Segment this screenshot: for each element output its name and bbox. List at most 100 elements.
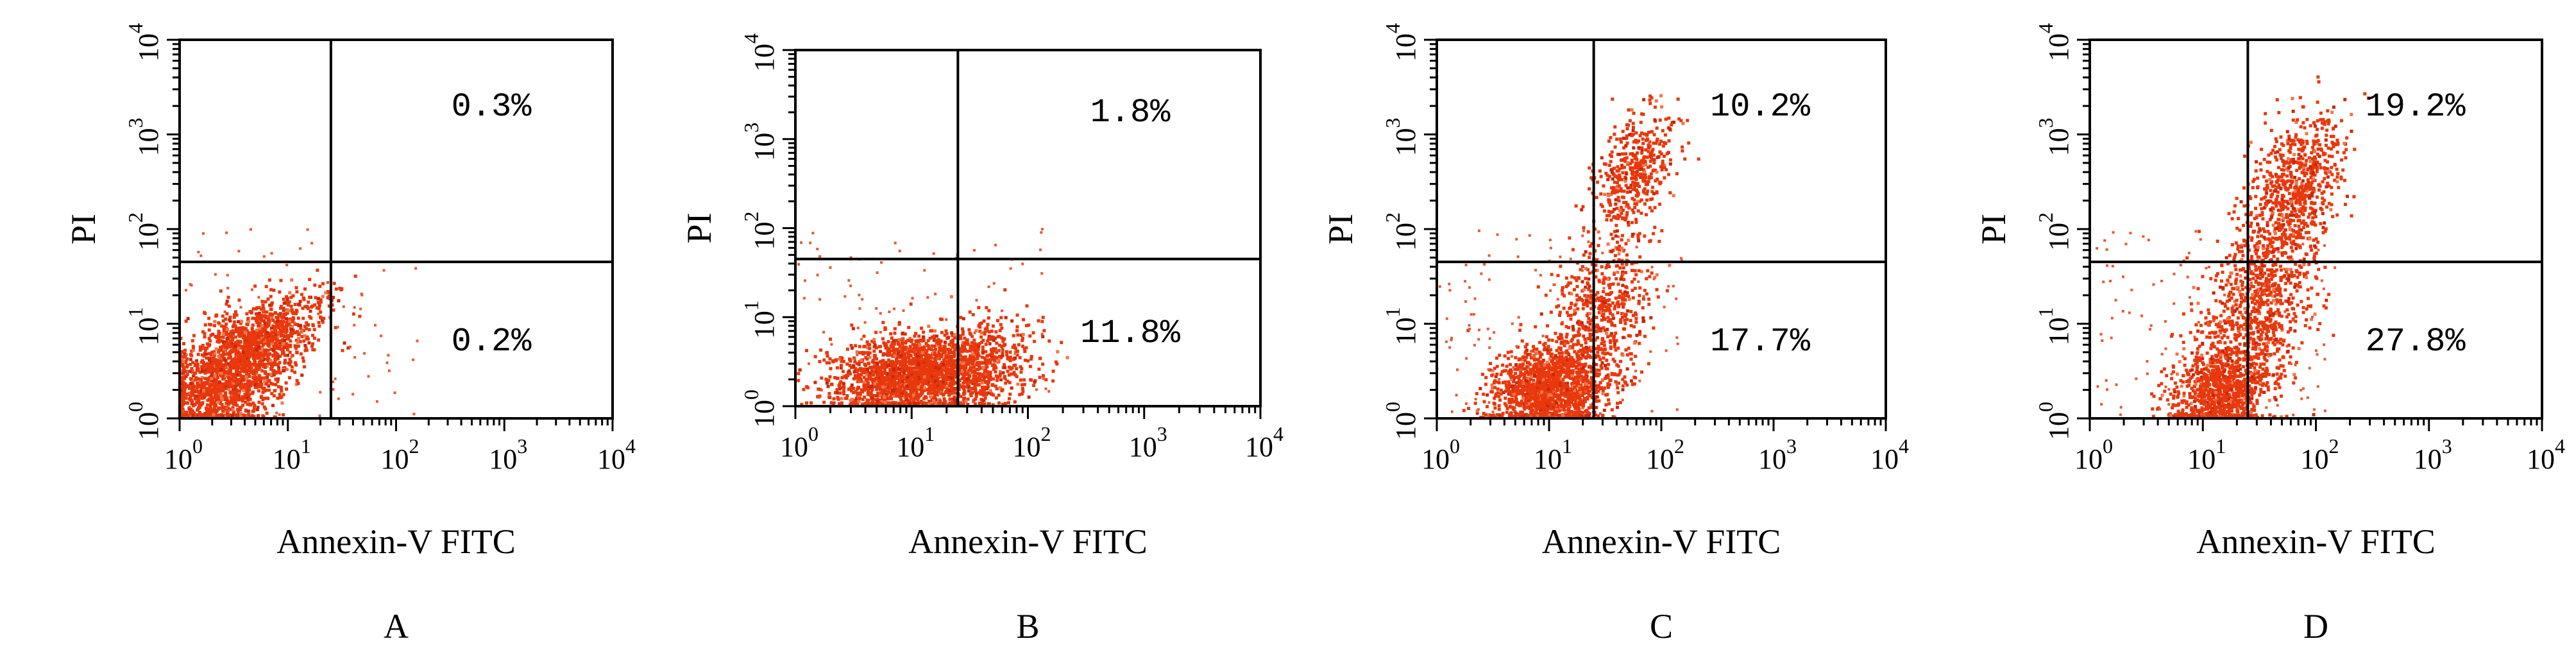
event-point <box>948 397 952 401</box>
event-point <box>203 347 207 350</box>
event-point <box>299 352 303 356</box>
event-point <box>302 339 306 343</box>
event-point <box>191 386 194 389</box>
event-point <box>912 382 916 386</box>
event-point <box>871 365 875 369</box>
event-point <box>924 355 928 359</box>
event-point <box>849 256 852 259</box>
event-point <box>222 343 226 347</box>
event-point <box>221 345 225 348</box>
event-point <box>257 331 261 335</box>
event-point <box>221 351 225 355</box>
event-point <box>295 290 299 294</box>
event-point <box>953 395 956 399</box>
event-point <box>266 332 269 336</box>
event-point <box>985 354 989 357</box>
event-point <box>300 335 304 339</box>
event-point <box>915 393 919 397</box>
event-point <box>181 369 185 373</box>
event-point <box>813 355 817 359</box>
event-point <box>221 415 225 418</box>
event-point <box>865 377 869 381</box>
event-point <box>831 402 835 406</box>
event-point <box>226 356 230 360</box>
event-point <box>269 316 273 320</box>
event-point <box>209 334 213 338</box>
event-point <box>261 309 264 312</box>
event-point <box>945 332 949 336</box>
event-point <box>260 341 264 345</box>
event-point <box>1028 334 1032 338</box>
event-point <box>842 389 845 393</box>
event-point <box>902 345 906 349</box>
event-point <box>248 352 252 355</box>
event-point <box>838 387 842 391</box>
event-point <box>981 389 985 393</box>
event-point <box>285 321 289 325</box>
event-point <box>940 373 944 377</box>
event-point <box>930 379 934 383</box>
event-point <box>343 341 346 345</box>
event-point <box>188 412 192 416</box>
event-point <box>205 356 208 360</box>
event-point <box>874 367 877 371</box>
event-point <box>965 361 969 365</box>
event-point <box>930 391 934 395</box>
event-point <box>241 375 244 379</box>
event-point <box>210 377 214 381</box>
event-point <box>332 282 336 286</box>
event-point <box>924 341 928 345</box>
event-point <box>202 354 206 358</box>
event-point <box>1021 332 1025 336</box>
event-point <box>865 371 869 375</box>
event-point <box>251 343 255 347</box>
event-point <box>890 379 894 383</box>
event-point <box>276 322 280 326</box>
event-point <box>974 389 978 393</box>
event-point <box>894 241 897 244</box>
event-point <box>317 338 321 342</box>
event-point <box>863 388 867 392</box>
event-point <box>257 305 261 309</box>
x-tick-label: 103 <box>1129 422 1167 463</box>
event-point <box>902 401 906 405</box>
event-point <box>234 364 238 368</box>
event-point <box>230 373 234 377</box>
event-point <box>915 343 919 347</box>
event-point <box>196 408 199 412</box>
event-point <box>971 312 975 316</box>
x-axis-title: Annexin-V FITC <box>908 522 1148 561</box>
event-point <box>974 377 978 381</box>
event-point <box>305 321 309 325</box>
event-point <box>272 363 276 367</box>
event-point <box>882 375 886 379</box>
event-point <box>281 342 285 346</box>
event-point <box>192 372 196 375</box>
event-point <box>976 383 980 387</box>
event-point <box>206 362 210 366</box>
event-point <box>260 331 264 335</box>
event-point <box>223 325 227 329</box>
event-point <box>920 372 924 375</box>
event-point <box>326 296 330 300</box>
event-point <box>242 389 246 393</box>
event-point <box>984 343 988 347</box>
event-point <box>979 397 983 401</box>
event-point <box>1051 369 1055 373</box>
event-point <box>862 345 866 348</box>
event-point <box>190 391 194 395</box>
event-point <box>897 373 901 377</box>
event-point <box>850 346 854 350</box>
event-point <box>910 381 914 385</box>
event-point <box>822 330 826 334</box>
event-point <box>240 368 244 372</box>
event-point <box>359 307 362 311</box>
event-point <box>231 408 235 412</box>
event-point <box>911 357 915 361</box>
event-point <box>416 339 419 343</box>
event-point <box>265 411 269 415</box>
event-point <box>897 403 901 407</box>
event-point <box>849 366 853 370</box>
event-point <box>820 376 824 380</box>
event-point <box>860 358 863 362</box>
